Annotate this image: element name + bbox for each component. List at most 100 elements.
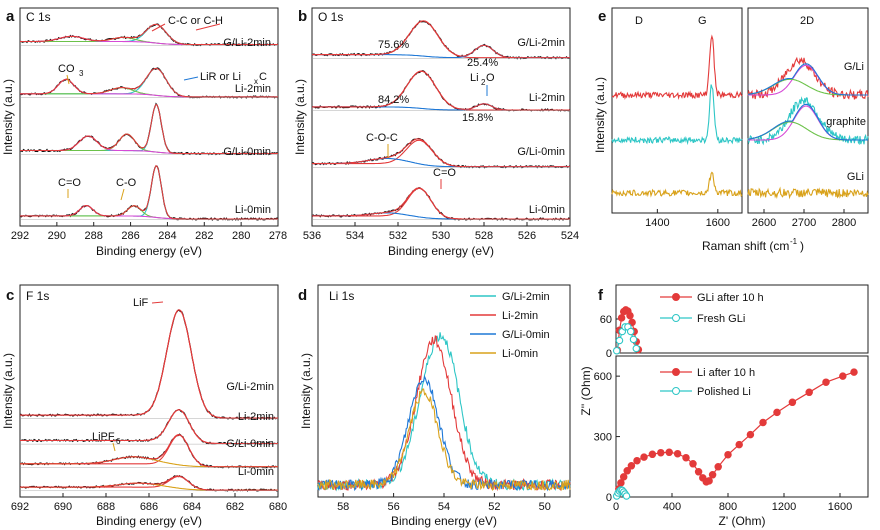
- panel-f-legend-marker-2: [672, 368, 680, 376]
- panel-e-label-gli: G/Li: [844, 61, 864, 73]
- panel-b-x-tick-label: 528: [475, 230, 493, 242]
- panel-a-frame: [19, 7, 279, 227]
- panel-c-ann-lipf-sub: 6: [116, 437, 121, 446]
- panel-f-bottom-y-tick-label: 0: [606, 492, 612, 504]
- panel-b-ann-coc: C-O-C: [366, 132, 398, 144]
- panel-a-label-gli0: G/Li-0min: [223, 146, 271, 158]
- panel-a-ylabel: Intensity (a.u.): [1, 79, 15, 155]
- panel-b-x-tick-label: 536: [303, 230, 321, 242]
- panel-c-arrow-lipf: [112, 442, 116, 452]
- panel-a-ann-co3-sub: 3: [79, 69, 84, 78]
- panel-c-ylabel: Intensity (a.u.): [1, 353, 15, 429]
- panel-d-x-tick-label: 56: [387, 501, 399, 513]
- panel-f: f Z'' (Ohm) Z' (Ohm) 0 400 800 1200 16000600…: [579, 284, 869, 528]
- panel-a-fit-2: [20, 103, 278, 155]
- panel-b-fit-3: [312, 187, 570, 220]
- panel-c-x-tick-label: 682: [226, 501, 244, 513]
- panel-b-traces: [311, 20, 571, 221]
- panel-f-point-1: [632, 344, 641, 353]
- panel-f-legend: GLi after 10 h Fresh GLi Li after 10 h Poli…: [660, 292, 764, 398]
- panel-b-letter: b: [298, 8, 307, 25]
- panel-f-point-2: [640, 453, 648, 461]
- panel-a-arrow-co3: [66, 74, 70, 85]
- panel-a-x-tick-label: 284: [158, 230, 176, 242]
- panel-f-point-2: [617, 479, 625, 487]
- panel-f-point-2: [673, 449, 682, 458]
- panel-a-fit-1: [20, 67, 278, 98]
- panel-b-ann-li: Li: [470, 72, 479, 84]
- panel-e-xlabel-end: ): [800, 239, 804, 253]
- panel-d-series-3: [317, 388, 571, 492]
- panel-b-title: O 1s: [318, 10, 343, 24]
- panel-b-raw-1: [311, 70, 571, 112]
- panel-a-letter: a: [6, 8, 15, 25]
- panel-b-label-gli0: G/Li-0min: [517, 146, 565, 158]
- panel-f-point-2: [689, 460, 697, 468]
- panel-c-label-li2: Li-2min: [238, 411, 274, 423]
- panel-e-right-x-tick-label: 2700: [792, 217, 816, 229]
- panel-c-xlabel: Binding energy (eV): [96, 514, 202, 528]
- panel-f-point-0: [628, 318, 636, 327]
- panel-b-component-1-0: [312, 70, 570, 111]
- panel-e-label-g: G: [698, 15, 707, 27]
- panel-d-x-tick-label: 50: [539, 501, 551, 513]
- panel-f-x-tick-label: 400: [663, 501, 681, 513]
- panel-e-fit-sum-1: [747, 103, 868, 141]
- panel-d-legend: G/Li-2min Li-2min G/Li-0min Li-0min: [470, 291, 550, 360]
- panel-a-x-tick-label: 290: [48, 230, 66, 242]
- panel-e-right-x-tick-label: 2600: [752, 217, 776, 229]
- panel-a-x-tick-label: 278: [269, 230, 287, 242]
- panel-e-fit-sum-0: [747, 63, 868, 96]
- panel-f-legend-marker-0: [672, 293, 680, 301]
- panel-e-right-frame: [747, 7, 869, 214]
- panel-e-left-x-tick-label: 1600: [706, 217, 730, 229]
- panel-c-arrow-lif: [151, 301, 164, 304]
- panel-e-xlabel: Raman shift (cm: [702, 239, 789, 253]
- panel-b-xlabel: Binding energy (eV): [388, 244, 494, 258]
- panel-a-label-li2: Li-2min: [235, 83, 271, 95]
- panel-b-pct-2: 25.4%: [467, 57, 498, 69]
- panel-c-x-tick-label: 692: [11, 501, 29, 513]
- panel-f-point-2: [623, 467, 631, 475]
- panel-b-ylabel: Intensity (a.u.): [293, 79, 307, 155]
- panel-c-fit-1: [20, 409, 278, 445]
- panel-e-label-gli2: GLi: [847, 171, 864, 183]
- panel-f-point-2: [773, 408, 781, 417]
- panel-e-ylabel: Intensity (a.u.): [593, 77, 607, 153]
- panel-d-legend-label-3: Li-0min: [502, 348, 538, 360]
- panel-e-left-frame: [611, 7, 743, 214]
- panel-f-point-2: [705, 477, 713, 485]
- panel-f-point-2: [665, 448, 673, 457]
- panel-f-legend-label-1: Fresh GLi: [697, 313, 745, 325]
- panel-d-traces: [317, 332, 571, 492]
- panel-e-letter: e: [598, 8, 606, 25]
- panel-d-xlabel: Binding energy (eV): [391, 514, 497, 528]
- panel-e-label-2d: 2D: [800, 15, 814, 27]
- panel-f-point-2: [759, 418, 767, 427]
- panel-e-left-series-0: [611, 34, 743, 101]
- panel-f-point-2: [746, 430, 755, 439]
- panel-b: b O 1s Intensity (a.u.) Binding energy (…: [293, 7, 579, 258]
- panel-f-point-2: [850, 368, 858, 376]
- panel-f-point-2: [682, 453, 690, 462]
- panel-c-letter: c: [6, 287, 14, 304]
- panel-c-ticks: 692 690 688 686 684 682 680: [11, 493, 287, 513]
- panel-f-ylabel: Z'' (Ohm): [579, 366, 593, 415]
- panel-f-letter: f: [598, 287, 604, 304]
- panel-f-point-0: [626, 311, 634, 320]
- panel-a-ann-c=o: C=O: [58, 177, 81, 189]
- panel-c-label-gli2: G/Li-2min: [226, 381, 274, 393]
- panel-b-label-li0: Li-0min: [529, 204, 565, 216]
- panel-d-series-2: [317, 374, 571, 492]
- panel-a-arrow-lir: [183, 76, 199, 81]
- panel-f-point-2: [657, 448, 665, 457]
- panel-a-traces: [19, 23, 279, 221]
- panel-f-legend-marker-1: [672, 314, 680, 322]
- panel-c-traces: [19, 309, 279, 492]
- panel-d-legend-label-0: G/Li-2min: [502, 291, 550, 303]
- panel-b-label-gli2: G/Li-2min: [517, 37, 565, 49]
- panel-f-x-tick-label: 800: [719, 501, 737, 513]
- panel-f-legend-label-3: Polished Li: [697, 386, 751, 398]
- panel-c-fit-0: [20, 309, 278, 419]
